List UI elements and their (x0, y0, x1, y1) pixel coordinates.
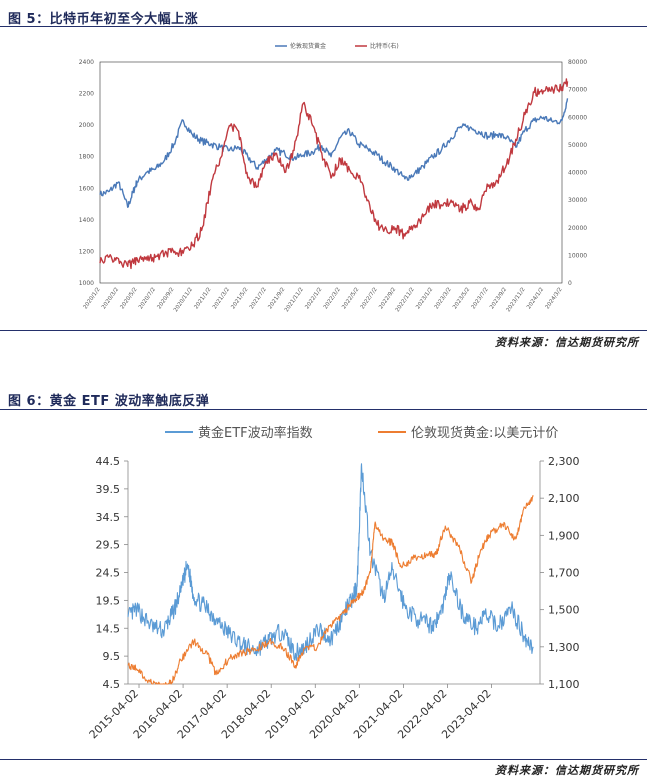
y-right-tick-label: 1,700 (548, 567, 580, 580)
x-tick-label: 2022/5/2 (341, 287, 360, 311)
series-line-gold (99, 98, 569, 208)
series-line-etf-volatility (127, 463, 534, 661)
y-right-tick-label: 30000 (568, 197, 587, 204)
x-tick-label: 2020/11/2 (173, 287, 194, 314)
x-tick-label: 2022/3/2 (323, 287, 342, 311)
y-right-tick-label: 70000 (568, 87, 587, 94)
figure6-source: 资料来源：信达期货研究所 (495, 764, 639, 777)
figure5-bottom-rule (0, 330, 647, 331)
x-tick-label: 2020/7/2 (138, 287, 157, 311)
legend-label: 黄金ETF波动率指数 (198, 425, 313, 441)
y-left-tick-label: 1200 (79, 248, 94, 255)
x-tick-label: 2021/5/2 (230, 287, 249, 311)
y-right-tick-label: 1,900 (548, 529, 580, 542)
x-tick-label: 2023/11/2 (506, 287, 527, 314)
figure5-title: 图 5：比特币年初至今大幅上涨 (8, 12, 199, 27)
x-tick-label: 2024/3/2 (545, 287, 564, 311)
y-left-tick-label: 1800 (79, 154, 94, 161)
x-tick-label: 2024/1/2 (526, 287, 545, 311)
legend-label: 伦敦现货黄金:以美元计价 (411, 425, 558, 441)
y-right-tick-label: 20000 (568, 225, 587, 232)
y-left-tick-label: 19.5 (96, 594, 121, 607)
y-right-tick-label: 1,100 (548, 678, 580, 691)
x-tick-label: 2021/7/2 (249, 287, 268, 311)
x-tick-label: 2021/1/2 (193, 287, 212, 311)
figure5-top-rule (0, 26, 647, 27)
x-tick-label: 2022/7/2 (360, 287, 379, 311)
chart-bitcoin-gold: 1000 1200 1400 1600 1800 2000 2200 2400 0 10000 20… (79, 42, 588, 314)
y-left-tick-label: 2400 (79, 59, 94, 66)
figure6-top-rule (0, 409, 647, 410)
x-tick-label: 2023/7/2 (471, 287, 490, 311)
legend-label: 比特币(右) (370, 42, 399, 50)
y-right-tick-label: 1,300 (548, 641, 580, 654)
x-tick-label: 2021/9/2 (267, 287, 286, 311)
x-tick-label: 2021/3/2 (212, 287, 231, 311)
y-right-tick-label: 0 (568, 280, 572, 287)
figure5-source: 资料来源：信达期货研究所 (495, 336, 639, 349)
x-tick-label: 2022/1/2 (304, 287, 323, 311)
figure6-title: 图 6：黄金 ETF 波动率触底反弹 (8, 394, 210, 409)
chart-gold-etf-volatility: 4.5 9.5 14.5 19.5 24.5 29.5 34.5 39.5 44.5 1,100 1… (87, 425, 580, 741)
y-left-tick-label: 39.5 (96, 483, 121, 496)
x-tick-label: 2020/3/2 (101, 287, 120, 311)
y-right-tick-label: 40000 (568, 170, 587, 177)
x-tick-label: 2023/5/2 (452, 287, 471, 311)
y-left-tick-label: 1400 (79, 217, 94, 224)
y-left-tick-label: 14.5 (96, 622, 121, 635)
x-tick-label: 2021/11/2 (284, 287, 305, 314)
figure6-bottom-rule (0, 759, 647, 760)
y-right-tick-label: 60000 (568, 114, 587, 121)
series-line-london-gold (127, 495, 534, 685)
x-tick-label: 2022/11/2 (395, 287, 416, 314)
y-right-tick-label: 80000 (568, 59, 587, 66)
x-tick-label: 2020/5/2 (120, 287, 139, 311)
y-right-tick-label: 2,300 (548, 455, 580, 468)
y-left-tick-label: 24.5 (96, 567, 121, 580)
y-right-tick-label: 10000 (568, 252, 587, 259)
y-left-tick-label: 44.5 (96, 455, 121, 468)
y-right-tick-label: 1,500 (548, 604, 580, 617)
y-right-tick-label: 2,100 (548, 492, 580, 505)
y-left-tick-label: 9.5 (103, 650, 121, 663)
x-tick-label: 2023/9/2 (489, 287, 508, 311)
y-left-tick-label: 2000 (79, 122, 94, 129)
x-tick-label: 2020/9/2 (156, 287, 175, 311)
x-tick-label: 2020/1/2 (83, 287, 102, 311)
series-line-bitcoin (99, 78, 569, 270)
legend-label: 伦敦现货黄金 (290, 42, 326, 50)
y-left-tick-label: 2200 (79, 91, 94, 98)
x-tick-label: 2023/1/2 (415, 287, 434, 311)
y-right-tick-label: 50000 (568, 142, 587, 149)
y-left-tick-label: 29.5 (96, 539, 121, 552)
x-tick-label: 2022/9/2 (378, 287, 397, 311)
y-left-tick-label: 1000 (79, 280, 94, 287)
y-left-tick-label: 4.5 (103, 678, 121, 691)
y-left-tick-label: 34.5 (96, 511, 121, 524)
plot-frame (99, 61, 563, 284)
x-tick-label: 2023/3/2 (434, 287, 453, 311)
y-left-tick-label: 1600 (79, 185, 94, 192)
